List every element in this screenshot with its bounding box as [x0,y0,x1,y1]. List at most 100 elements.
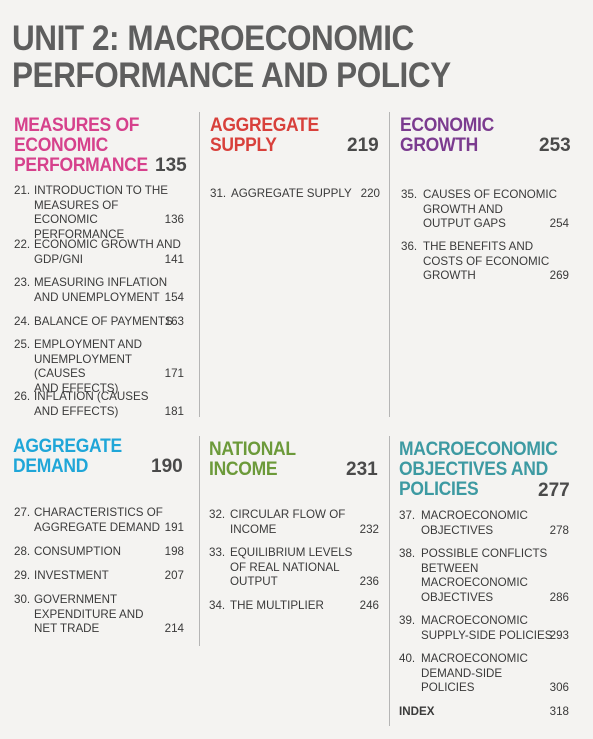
chapter-entry-25[interactable]: 25. EMPLOYMENT AND UNEMPLOYMENT (CAUSES … [14,338,184,395]
chapter-title: BALANCE OF PAYMENTS [34,315,173,328]
chapter-page: 171 [164,367,184,380]
chapter-title: INVESTMENT [34,569,109,582]
index-page: 318 [549,705,569,718]
chapter-page: 154 [164,290,184,304]
section-page-aggregate-supply: 219 [347,135,379,156]
column-divider-4 [389,436,390,726]
chapter-entry-35[interactable]: 35. CAUSES OF ECONOMIC GROWTH AND OUTPUT… [401,188,569,233]
section-title-measures: MEASURES OF ECONOMIC PERFORMANCE [14,116,164,176]
section-title-line: POLICIES [399,479,479,500]
section-title-aggregate-supply: AGGREGATE SUPPLY [210,116,330,156]
chapter-number: 22. [14,238,31,251]
chapter-page: 191 [164,520,184,534]
chapter-number: 40. [399,652,416,665]
chapter-title: EMPLOYMENT AND UNEMPLOYMENT (CAUSES AND … [34,338,143,395]
chapter-entry-39[interactable]: 39. MACROECONOMIC SUPPLY-SIDE POLICIES 2… [399,614,569,644]
chapter-page: 214 [164,622,184,635]
chapter-entry-27[interactable]: 27. CHARACTERISTICS OF AGGREGATE DEMAND … [14,506,184,536]
chapter-number: 24. [14,315,31,328]
chapter-number: 31. [210,187,227,200]
chapter-entry-30[interactable]: 30. GOVERNMENT EXPENDITURE AND NET TRADE… [14,593,184,638]
chapter-number: 34. [209,599,226,612]
section-title-line: GROWTH [400,135,478,156]
chapter-entry-31[interactable]: 31. AGGREGATE SUPPLY 220 [210,187,380,202]
unit-title-line-2: PERFORMANCE AND POLICY [12,56,451,95]
chapter-page: 236 [359,575,379,588]
chapter-title: CHARACTERISTICS OF AGGREGATE DEMAND [34,506,163,534]
chapter-entry-26[interactable]: 26. INFLATION (CAUSES AND EFFECTS) 181 [14,390,184,420]
section-page-national-income: 231 [346,459,378,480]
section-title-line: AGGREGATE [13,436,122,457]
chapter-title: CIRCULAR FLOW OF INCOME [230,508,346,536]
chapter-title: THE MULTIPLIER [230,599,324,612]
section-title-macro-policies: MACROECONOMIC OBJECTIVES AND POLICIES [399,440,569,500]
chapter-page: 181 [164,404,184,418]
section-title-line: DEMAND [13,456,89,477]
chapter-page: 136 [164,213,184,226]
chapter-title: GOVERNMENT EXPENDITURE AND NET TRADE [34,593,144,635]
chapter-entry-33[interactable]: 33. EQUILIBRIUM LEVELS OF REAL NATIONAL … [209,546,379,591]
chapter-page: 207 [164,569,184,582]
chapter-number: 29. [14,569,31,582]
chapter-entry-40[interactable]: 40. MACROECONOMIC DEMAND-SIDE POLICIES 3… [399,652,569,697]
chapter-title: INTRODUCTION TO THE MEASURES OF ECONOMIC… [34,184,168,241]
chapter-page: 163 [164,315,184,328]
chapter-number: 36. [401,240,418,253]
section-title-line: PERFORMANCE [14,155,148,176]
chapter-number: 27. [14,506,31,519]
section-title-line: SUPPLY [210,135,277,156]
chapter-number: 26. [14,390,31,403]
section-page-economic-growth: 253 [539,135,571,156]
chapter-entry-32[interactable]: 32. CIRCULAR FLOW OF INCOME 232 [209,508,379,538]
section-page-macro-policies: 277 [538,480,570,501]
chapter-title: MEASURING INFLATION AND UNEMPLOYMENT [34,276,168,304]
chapter-entry-38[interactable]: 38. POSSIBLE CONFLICTS BETWEEN MACROECON… [399,547,569,607]
section-title-line: MEASURES OF [14,115,140,136]
chapter-entry-21[interactable]: 21. INTRODUCTION TO THE MEASURES OF ECON… [14,184,184,241]
chapter-number: 30. [14,593,31,606]
chapter-title: ECONOMIC GROWTH AND GDP/GNI [34,238,181,266]
chapter-entry-34[interactable]: 34. THE MULTIPLIER 246 [209,599,379,614]
chapter-title: MACROECONOMIC DEMAND-SIDE POLICIES [421,652,528,694]
section-title-line: ECONOMIC [14,135,108,156]
chapter-title: POSSIBLE CONFLICTS BETWEEN MACROECONOMIC… [421,547,548,604]
chapter-entry-28[interactable]: 28. CONSUMPTION 198 [14,545,184,560]
section-title-line: ECONOMIC [400,115,494,136]
chapter-number: 25. [14,338,31,351]
section-title-line: OBJECTIVES AND [399,459,548,480]
chapter-entry-23[interactable]: 23. MEASURING INFLATION AND UNEMPLOYMENT… [14,276,184,306]
chapter-number: 37. [399,509,416,522]
index-entry[interactable]: INDEX 318 [399,705,569,720]
unit-title: UNIT 2: MACROECONOMIC PERFORMANCE AND PO… [12,20,516,94]
chapter-entry-22[interactable]: 22. ECONOMIC GROWTH AND GDP/GNI 141 [14,238,184,268]
chapter-entry-24[interactable]: 24. BALANCE OF PAYMENTS 163 [14,315,184,330]
unit-title-line-1: UNIT 2: MACROECONOMIC [12,19,414,58]
chapter-page: 269 [549,269,569,282]
section-title-line: NATIONAL [209,439,296,460]
chapter-title: THE BENEFITS AND COSTS OF ECONOMIC GROWT… [423,240,550,282]
chapter-entry-37[interactable]: 37. MACROECONOMIC OBJECTIVES 278 [399,509,569,539]
chapter-title: MACROECONOMIC SUPPLY-SIDE POLICIES [421,614,553,642]
chapter-title: MACROECONOMIC OBJECTIVES [421,509,528,537]
chapter-number: 32. [209,508,226,521]
section-title-economic-growth: ECONOMIC GROWTH [400,116,520,156]
section-title-line: INCOME [209,459,278,480]
section-title-aggregate-demand: AGGREGATE DEMAND [13,437,143,477]
column-divider-1 [199,112,200,417]
chapter-page: 232 [359,522,379,536]
chapter-page: 198 [164,545,184,558]
chapter-entry-29[interactable]: 29. INVESTMENT 207 [14,569,184,584]
chapter-number: 38. [399,547,416,560]
chapter-page: 286 [549,590,569,604]
chapter-title: CAUSES OF ECONOMIC GROWTH AND OUTPUT GAP… [423,188,557,230]
chapter-number: 23. [14,276,31,289]
column-divider-2 [389,112,390,417]
section-title-national-income: NATIONAL INCOME [209,440,329,480]
chapter-title: INFLATION (CAUSES AND EFFECTS) [34,390,149,418]
section-title-line: AGGREGATE [210,115,319,136]
chapter-page: 220 [360,187,380,200]
chapter-page: 278 [549,523,569,537]
chapter-entry-36[interactable]: 36. THE BENEFITS AND COSTS OF ECONOMIC G… [401,240,569,285]
chapter-title: CONSUMPTION [34,545,121,558]
